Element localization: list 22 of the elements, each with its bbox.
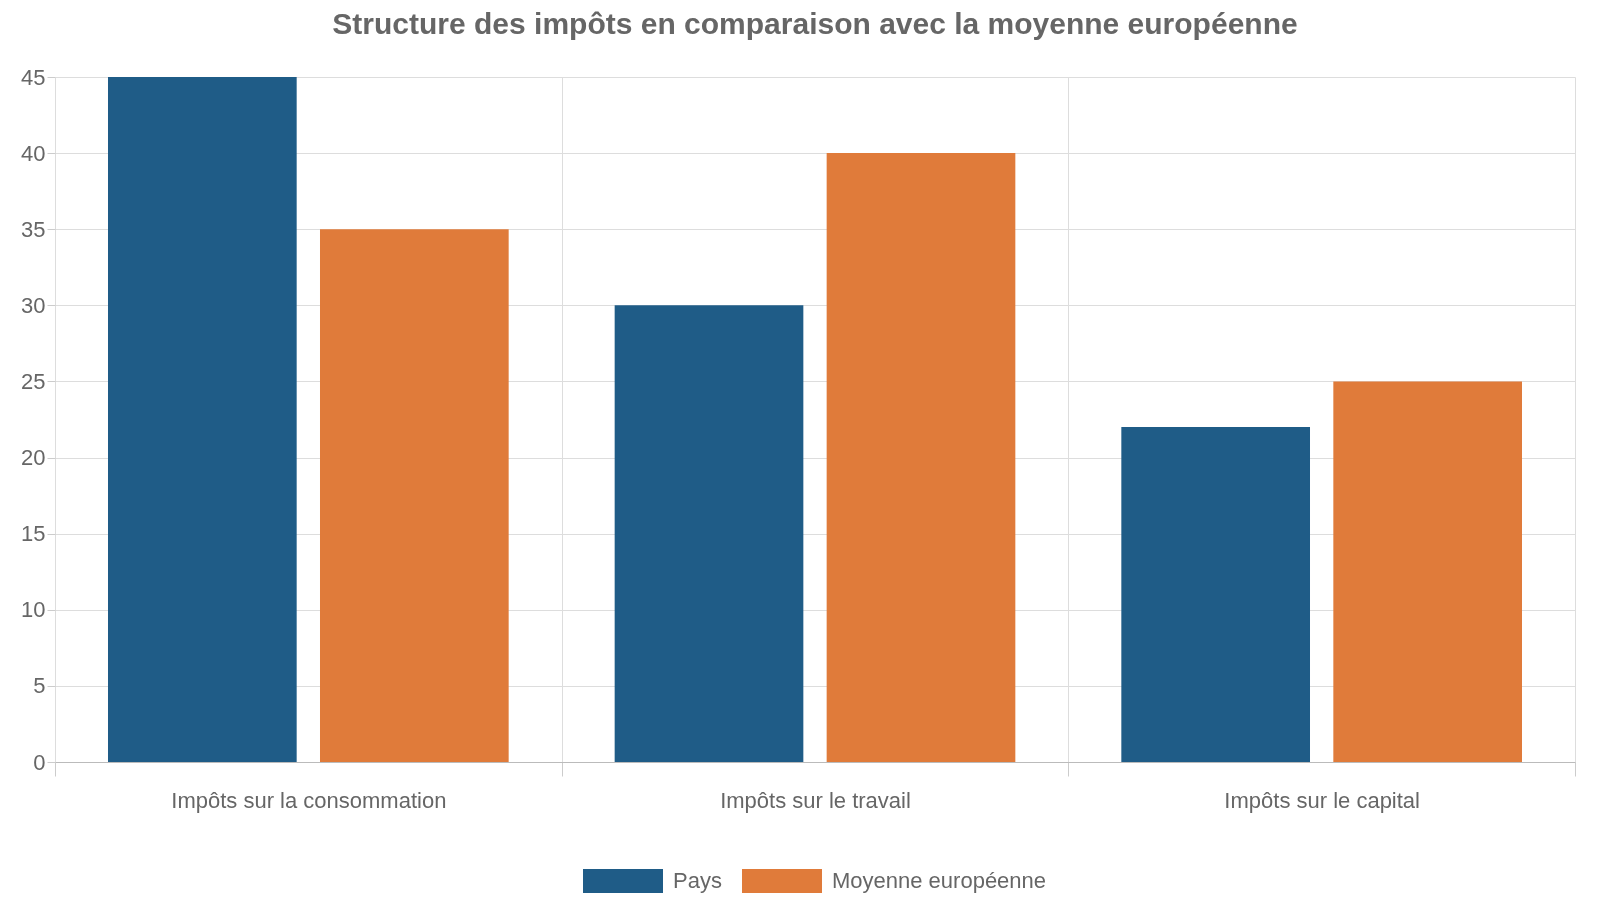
y-tick-label: 15	[21, 521, 46, 547]
bar	[1121, 427, 1311, 762]
y-tick-label: 10	[21, 597, 46, 623]
legend-label: Pays	[673, 868, 722, 893]
y-tick-label: 20	[21, 445, 46, 471]
y-tick-label: 0	[33, 749, 46, 775]
y-tick-label: 45	[21, 64, 46, 90]
bar	[108, 77, 297, 762]
y-tick-label: 40	[21, 140, 46, 166]
x-tick-label: Impôts sur le capital	[1224, 787, 1420, 813]
y-tick-label: 5	[33, 673, 46, 699]
bar	[319, 229, 509, 762]
chart-title: Structure des impôts en comparaison avec la moyenne européenne	[332, 7, 1298, 40]
bar	[826, 153, 1016, 762]
x-tick-label: Impôts sur la consommation	[171, 787, 447, 813]
bar	[614, 305, 804, 762]
y-tick-label: 30	[21, 292, 46, 318]
y-tick-label: 25	[21, 368, 46, 394]
y-tick-label: 35	[21, 216, 46, 242]
x-tick-label: Impôts sur le travail	[720, 787, 911, 813]
bar	[1333, 381, 1522, 762]
legend-label: Moyenne européenne	[832, 868, 1047, 893]
